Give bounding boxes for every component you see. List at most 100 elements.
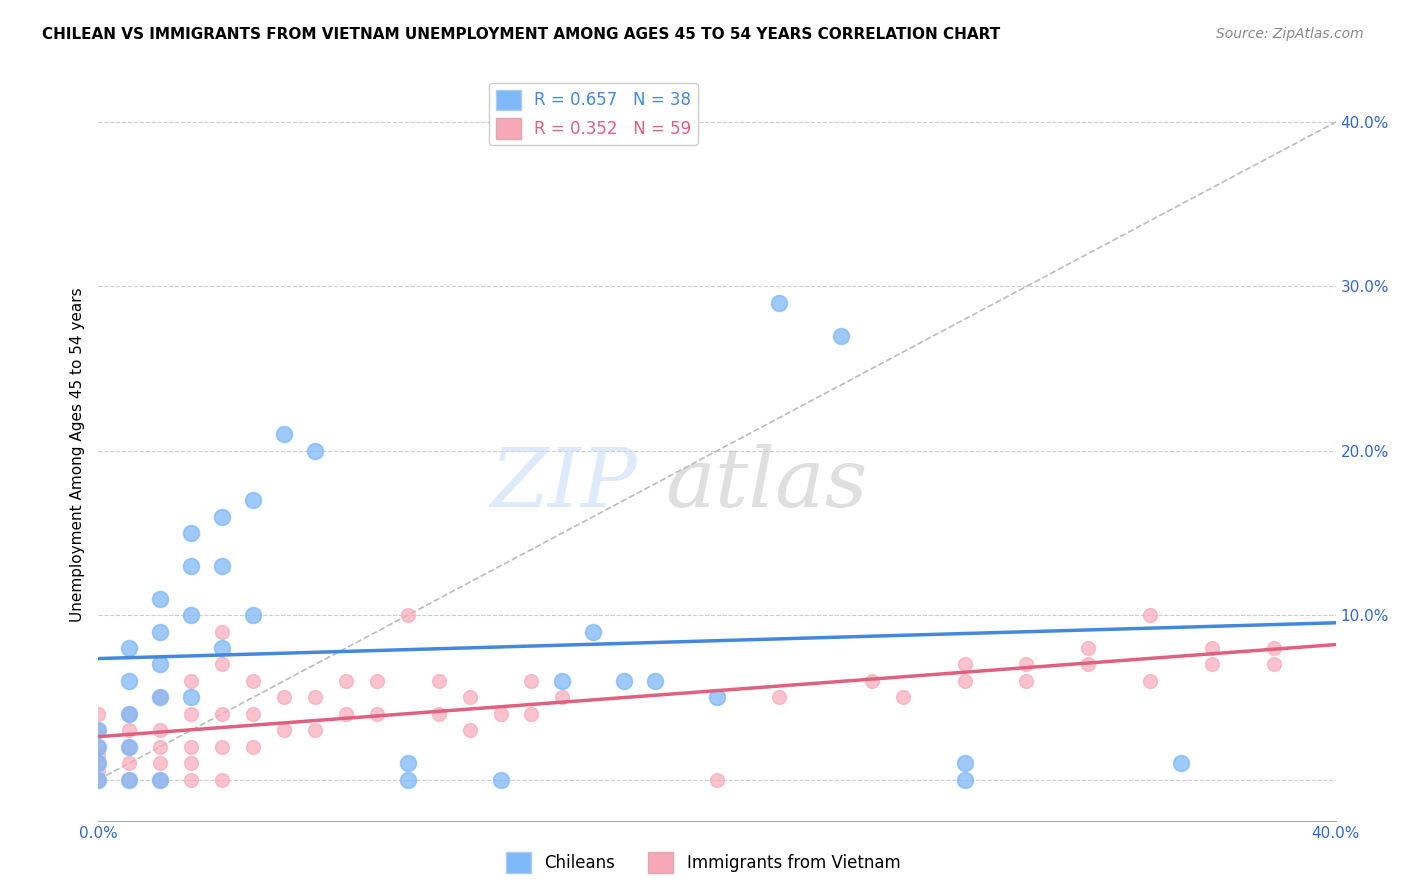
Point [149,723,172,738]
Point [458,723,481,738]
Point [304,690,326,705]
Point [520,706,543,721]
Point [180,739,202,754]
Point [582,624,605,639]
Point [1139,673,1161,688]
Point [304,723,326,738]
Point [768,690,790,705]
Point [87,772,110,787]
Point [211,624,233,639]
Point [1077,657,1099,672]
Point [427,706,450,721]
Point [118,739,141,754]
Point [489,772,512,787]
Point [149,756,172,771]
Point [242,706,264,721]
Point [242,608,264,623]
Point [118,772,141,787]
Point [211,657,233,672]
Point [180,558,202,573]
Point [87,772,110,787]
Point [180,608,202,623]
Point [304,443,326,458]
Point [87,739,110,754]
Text: atlas: atlas [665,444,868,524]
Point [118,706,141,721]
Point [427,673,450,688]
Point [149,624,172,639]
Point [180,690,202,705]
Point [211,509,233,524]
Point [1201,657,1223,672]
Point [149,690,172,705]
Point [211,706,233,721]
Point [242,739,264,754]
Point [87,756,110,771]
Point [87,739,110,754]
Point [366,673,388,688]
Text: Source: ZipAtlas.com: Source: ZipAtlas.com [1216,27,1364,41]
Point [87,764,110,779]
Point [180,772,202,787]
Point [1015,673,1038,688]
Point [1077,641,1099,656]
Point [211,739,233,754]
Point [706,772,728,787]
Point [551,673,574,688]
Point [118,756,141,771]
Point [520,673,543,688]
Point [1139,608,1161,623]
Point [87,723,110,738]
Point [1170,756,1192,771]
Legend: R = 0.657   N = 38, R = 0.352   N = 59: R = 0.657 N = 38, R = 0.352 N = 59 [489,83,697,145]
Point [118,772,141,787]
Point [768,296,790,310]
Point [211,772,233,787]
Point [149,772,172,787]
Point [87,723,110,738]
Point [830,328,852,343]
Point [87,706,110,721]
Point [87,747,110,762]
Point [860,673,883,688]
Point [891,690,914,705]
Point [149,739,172,754]
Point [242,493,264,508]
Point [1263,641,1285,656]
Point [118,739,141,754]
Point [366,706,388,721]
Point [613,673,636,688]
Point [118,706,141,721]
Point [149,690,172,705]
Point [953,673,976,688]
Point [644,673,666,688]
Point [118,723,141,738]
Point [953,772,976,787]
Point [118,673,141,688]
Text: CHILEAN VS IMMIGRANTS FROM VIETNAM UNEMPLOYMENT AMONG AGES 45 TO 54 YEARS CORREL: CHILEAN VS IMMIGRANTS FROM VIETNAM UNEMP… [42,27,1001,42]
Point [211,641,233,656]
Point [211,558,233,573]
Point [396,756,419,771]
Y-axis label: Unemployment Among Ages 45 to 54 years: Unemployment Among Ages 45 to 54 years [69,287,84,623]
Point [180,526,202,541]
Point [489,706,512,721]
Point [953,657,976,672]
Point [149,657,172,672]
Text: ZIP: ZIP [489,444,637,524]
Point [180,756,202,771]
Point [706,690,728,705]
Point [180,673,202,688]
Point [396,772,419,787]
Point [1263,657,1285,672]
Point [118,641,141,656]
Point [335,673,357,688]
Point [551,690,574,705]
Point [273,723,295,738]
Point [1015,657,1038,672]
Point [273,690,295,705]
Point [335,706,357,721]
Point [149,591,172,606]
Point [1201,641,1223,656]
Point [180,706,202,721]
